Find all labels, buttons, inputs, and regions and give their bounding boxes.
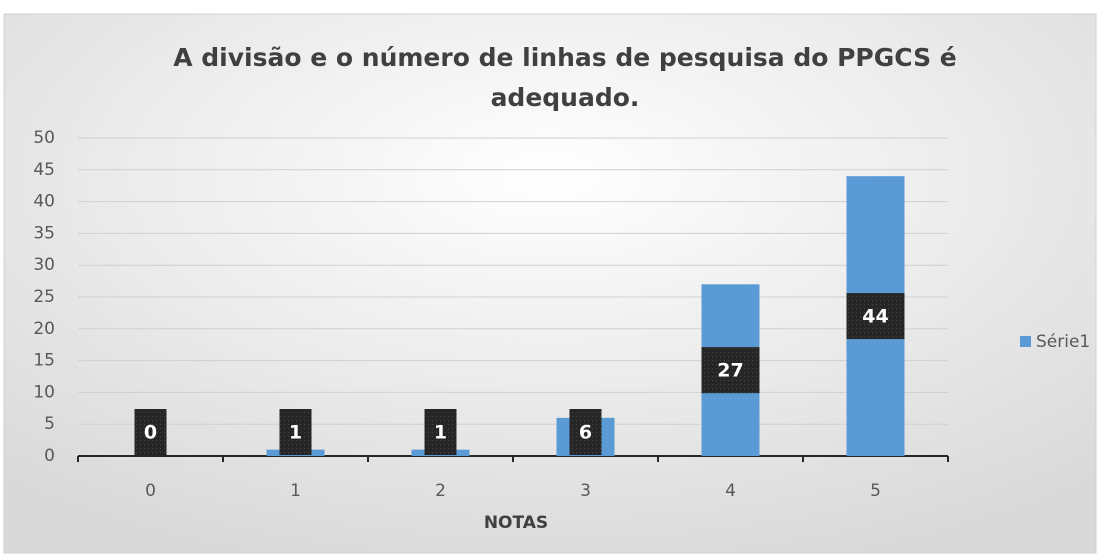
x-tick-label: 1 xyxy=(290,481,301,501)
y-tick-label: 0 xyxy=(44,446,55,466)
data-label: 0 xyxy=(144,422,157,444)
data-label-box xyxy=(846,293,905,340)
data-label: 6 xyxy=(579,422,592,444)
legend-swatch xyxy=(1020,336,1031,347)
x-tick-label: 4 xyxy=(725,481,736,501)
chart-title: A divisão e o número de linhas de pesqui… xyxy=(173,43,957,112)
y-tick-label: 40 xyxy=(33,192,55,212)
y-tick-label: 15 xyxy=(33,351,55,371)
data-label-box xyxy=(701,347,760,394)
legend-label: Série1 xyxy=(1036,332,1090,352)
chart-background xyxy=(3,13,1097,554)
data-label-box xyxy=(424,409,457,455)
data-label: 1 xyxy=(434,422,447,444)
data-label: 27 xyxy=(717,360,743,382)
x-axis-title: NOTAS xyxy=(484,513,548,533)
data-label-box xyxy=(279,409,312,455)
y-tick-label: 30 xyxy=(33,255,55,275)
data-label-box xyxy=(134,409,167,455)
x-tick-label: 0 xyxy=(145,481,156,501)
x-tick-label: 5 xyxy=(870,481,881,501)
x-tick-label: 3 xyxy=(580,481,591,501)
data-label-box xyxy=(569,409,602,455)
data-label: 1 xyxy=(289,422,302,444)
y-tick-label: 20 xyxy=(33,319,55,339)
y-tick-label: 35 xyxy=(33,223,55,243)
y-tick-label: 45 xyxy=(33,160,55,180)
y-tick-label: 5 xyxy=(44,414,55,434)
y-tick-label: 10 xyxy=(33,382,55,402)
data-label: 44 xyxy=(862,306,888,328)
y-tick-label: 25 xyxy=(33,287,55,307)
x-tick-label: 2 xyxy=(435,481,446,501)
y-tick-label: 50 xyxy=(33,128,55,148)
